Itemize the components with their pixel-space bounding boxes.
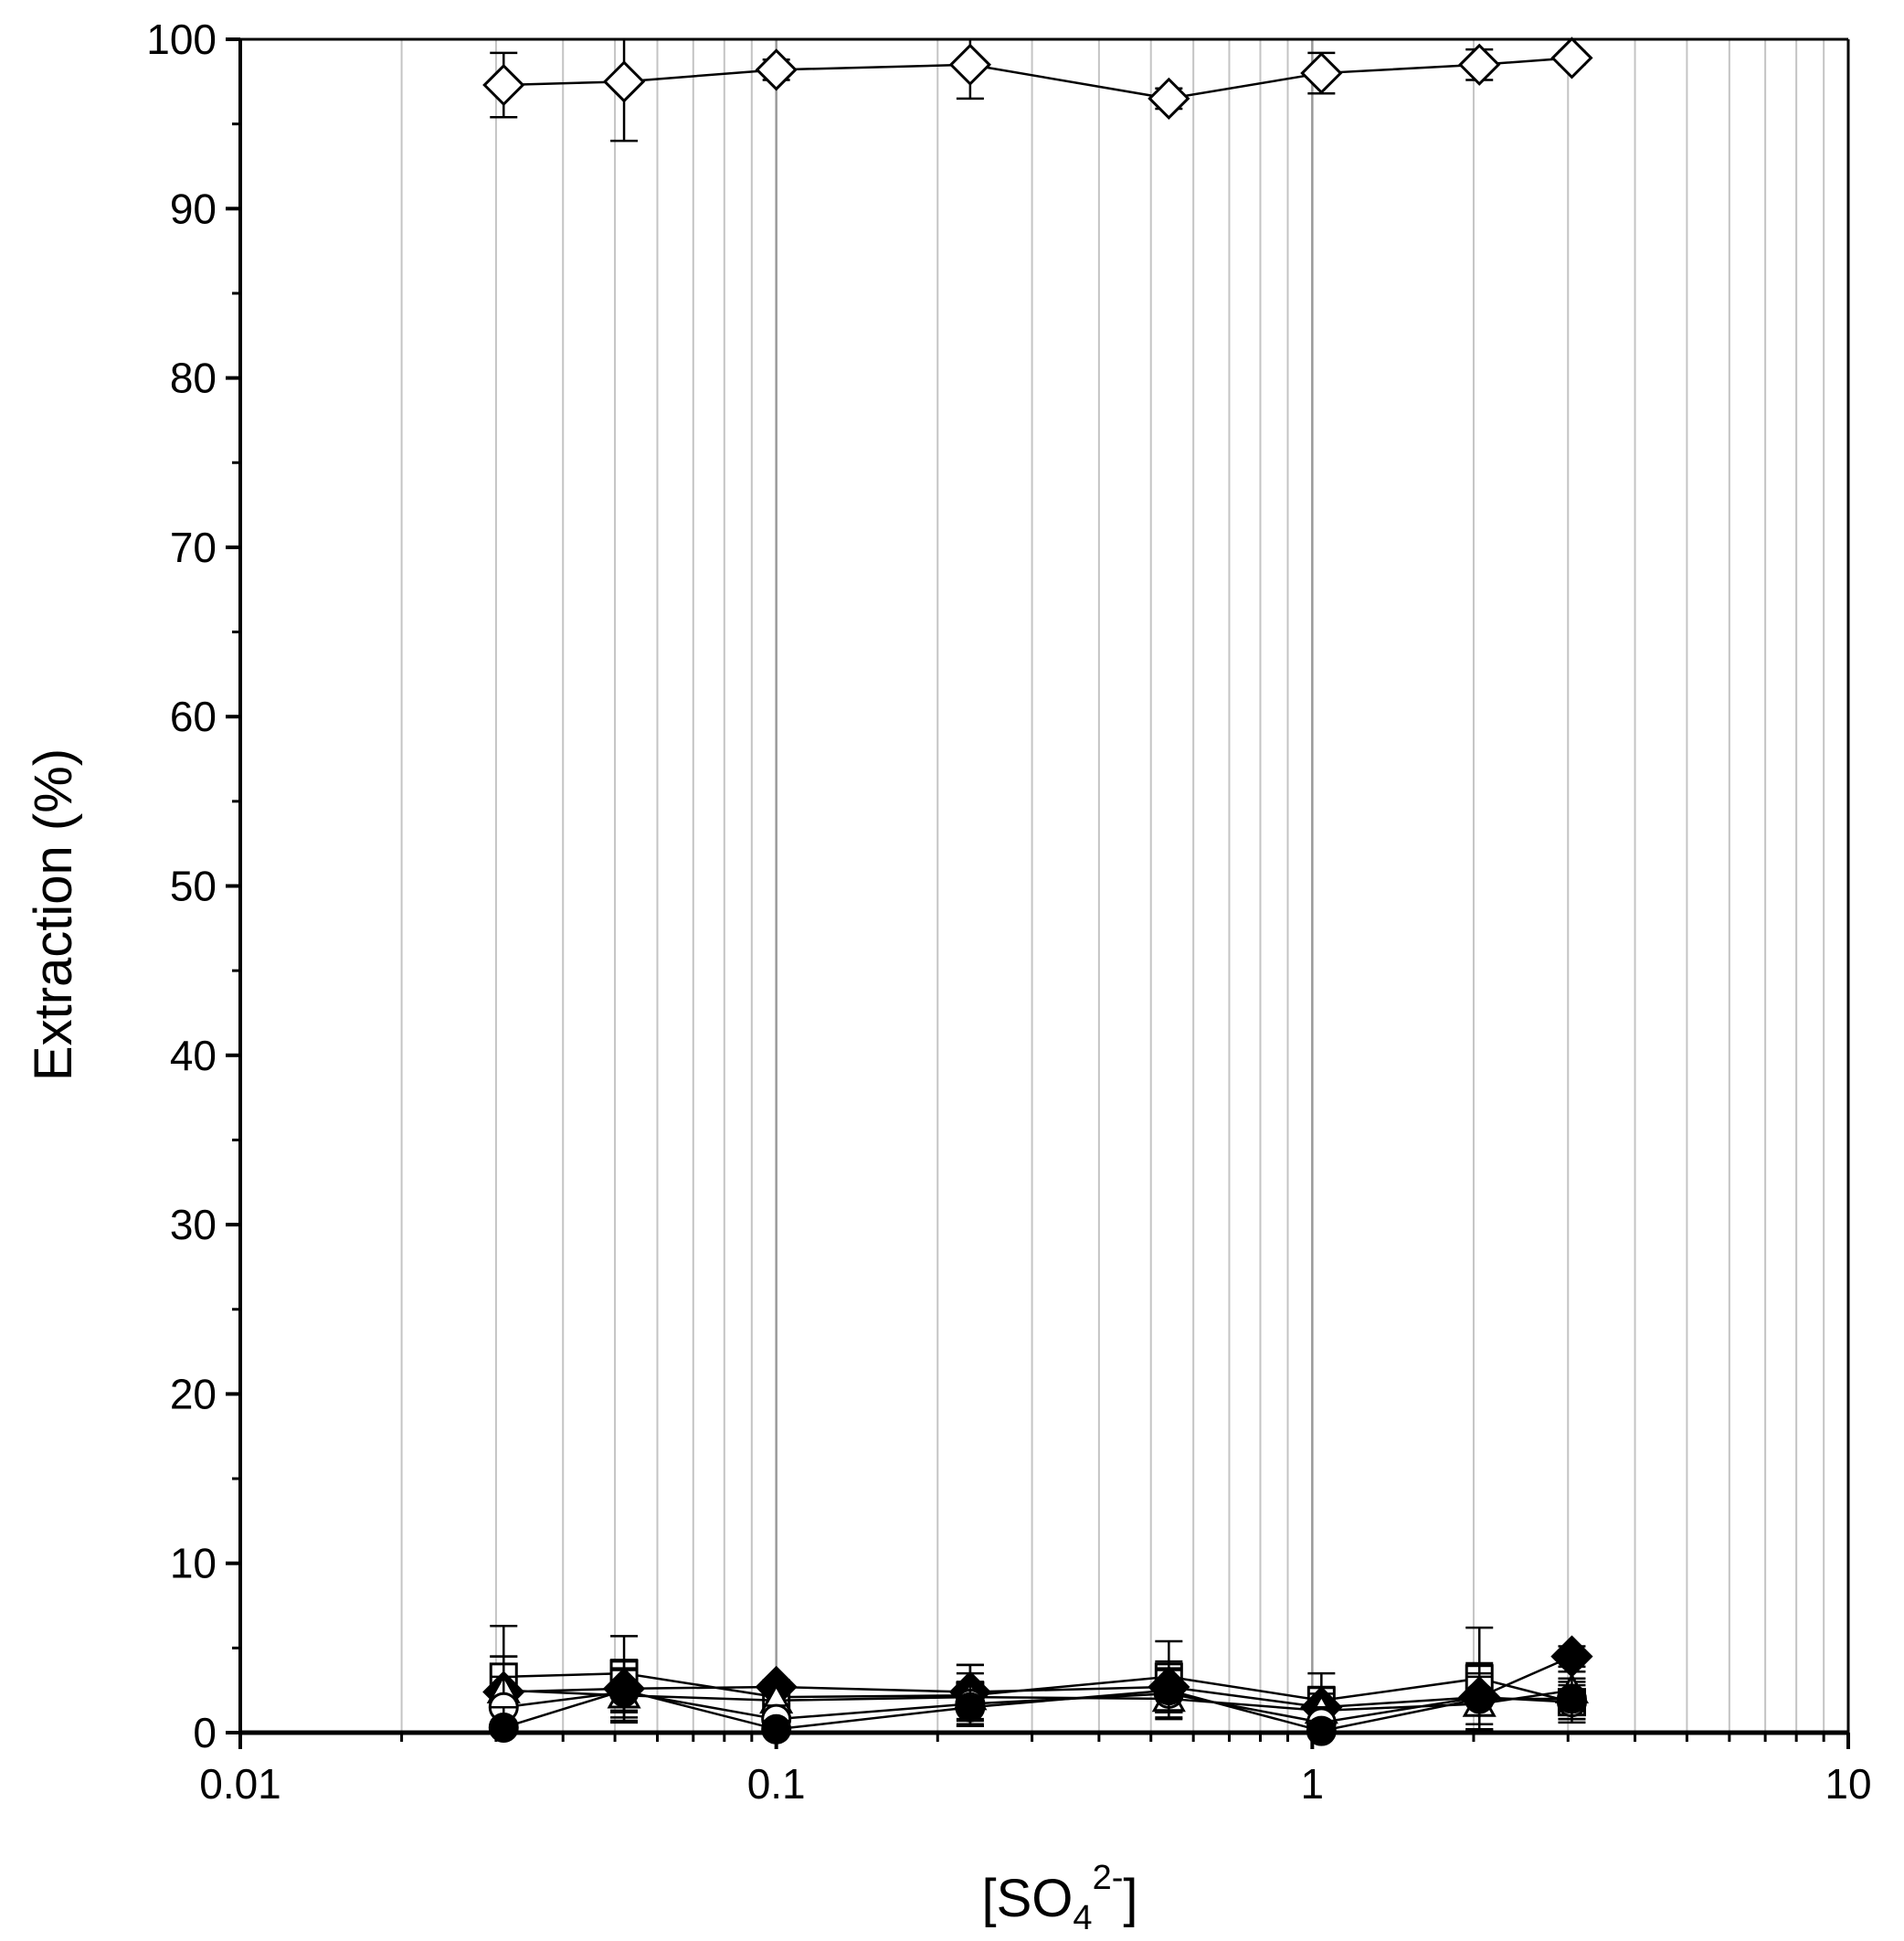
x-tick-label: 0.1 xyxy=(747,1760,806,1808)
series-line xyxy=(503,1655,1572,1709)
data-point xyxy=(1550,37,1593,80)
series-line xyxy=(503,57,1572,101)
x-axis-title-suffix: ] xyxy=(1123,1869,1137,1928)
series-line xyxy=(503,1671,1572,1703)
y-tick-label: 60 xyxy=(170,693,217,740)
x-axis-title-superscript: 2- xyxy=(1093,1859,1124,1897)
data-point xyxy=(1458,43,1501,86)
y-tick-label: 80 xyxy=(170,355,217,402)
data-point xyxy=(488,1712,519,1743)
data-series xyxy=(482,37,1593,143)
x-tick-label: 10 xyxy=(1825,1760,1871,1808)
y-tick-label: 50 xyxy=(170,863,217,910)
data-point xyxy=(1300,51,1343,95)
data-point xyxy=(955,1692,986,1723)
data-point xyxy=(1556,1683,1587,1714)
y-tick-label: 40 xyxy=(170,1032,217,1079)
y-tick-label: 20 xyxy=(170,1370,217,1417)
series-layer xyxy=(482,37,1593,1746)
plot-area xyxy=(240,39,1848,1733)
x-axis-title-subscript: 4 xyxy=(1073,1899,1092,1937)
data-point xyxy=(482,63,525,107)
data-point xyxy=(948,43,992,86)
data-point xyxy=(1148,77,1190,120)
y-tick-label: 10 xyxy=(170,1540,217,1587)
y-tick-label: 70 xyxy=(170,524,217,571)
data-point xyxy=(1464,1683,1495,1714)
x-tick-label: 0.01 xyxy=(199,1760,281,1808)
grid-layer xyxy=(240,39,1848,1733)
y-tick-label: 0 xyxy=(193,1709,217,1756)
label-layer: 0 10 20 30 40 50 60 70 80 90 100 0.01 0.1 1 10 xyxy=(146,16,1871,1808)
data-point xyxy=(608,1675,640,1706)
x-tick-label: 1 xyxy=(1301,1760,1325,1808)
data-point xyxy=(755,48,798,91)
x-axis-title-prefix: [SO xyxy=(982,1869,1074,1928)
y-tick-label: 30 xyxy=(170,1201,217,1248)
y-axis-title: Extraction (%) xyxy=(24,748,83,1081)
y-tick-label: 90 xyxy=(170,185,217,232)
axis-layer xyxy=(226,37,1850,1749)
y-tick-label: 100 xyxy=(146,16,217,63)
x-axis-title: [SO42-] xyxy=(982,1859,1138,1937)
data-point xyxy=(1153,1675,1184,1706)
data-point xyxy=(602,60,646,103)
series-line xyxy=(502,1689,1572,1733)
